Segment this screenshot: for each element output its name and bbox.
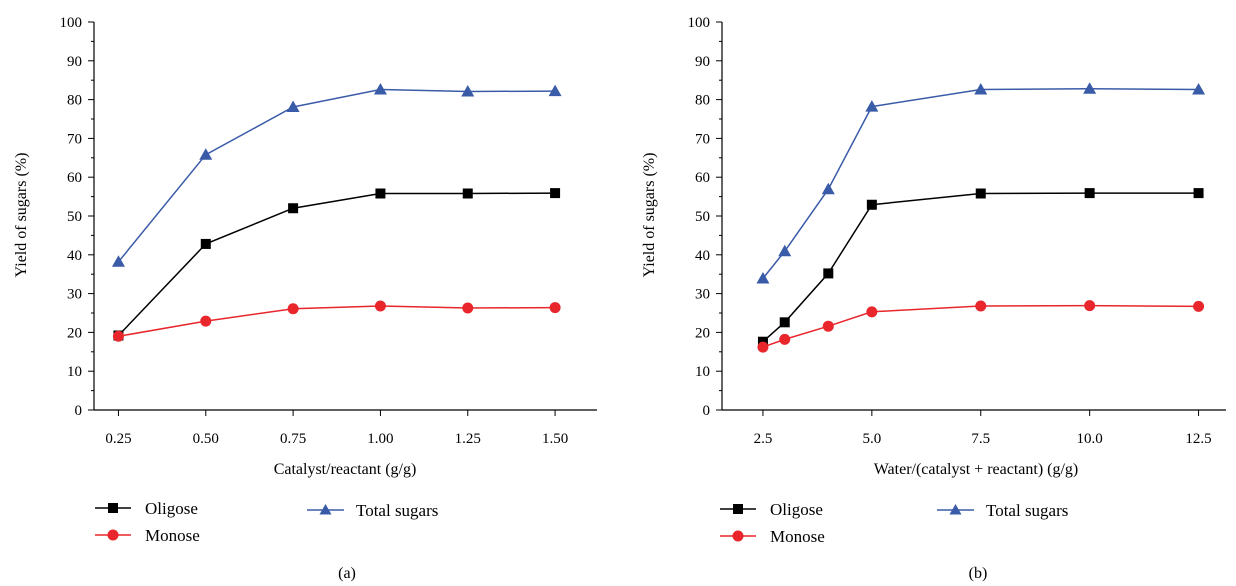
data-point-total-sugars (974, 83, 988, 95)
x-tick-label: 7.5 (971, 431, 990, 447)
series-line-monose (118, 305, 556, 338)
y-tick-label: 90 (67, 54, 82, 70)
y-tick-label: 10 (695, 364, 710, 380)
data-point-total-sugars (778, 244, 792, 257)
data-point-oligose (779, 317, 790, 328)
y-tick-label: 60 (695, 170, 710, 186)
y-tick-label: 80 (67, 93, 82, 109)
x-axis-label: Water/(catalyst + reactant) (g/g) (874, 461, 1079, 478)
y-tick-label: 50 (67, 209, 82, 225)
x-tick-label: 0.75 (280, 431, 306, 447)
data-point-total-sugars (865, 100, 879, 112)
series-line-oligose (762, 192, 1199, 343)
data-point-total-sugars (821, 182, 835, 195)
data-point-oligose (823, 268, 834, 279)
x-tick-label: 5.0 (862, 431, 881, 447)
y-tick-label: 60 (67, 170, 82, 186)
legend-label: Monose (770, 527, 825, 546)
x-tick-label: 0.50 (193, 431, 219, 447)
y-tick-label: 80 (695, 93, 710, 109)
data-point-monose (779, 333, 791, 345)
legend-item-oligose: Oligose (95, 499, 198, 518)
data-point-monose (287, 303, 299, 315)
data-point-oligose (288, 203, 299, 214)
series-line-total-sugars (117, 88, 556, 263)
y-tick-label: 50 (695, 209, 710, 225)
y-tick-label: 0 (703, 403, 711, 419)
data-point-oligose (975, 188, 986, 199)
data-point-total-sugars (1083, 82, 1097, 94)
data-point-oligose (550, 188, 561, 199)
x-tick-label: 1.25 (455, 431, 481, 447)
series-line-oligose (117, 192, 556, 337)
data-point-monose (975, 300, 987, 312)
data-point-total-sugars (199, 148, 213, 160)
data-point-monose (1193, 300, 1205, 312)
x-tick-label: 2.5 (754, 431, 773, 447)
legend-label: Monose (145, 526, 200, 545)
x-tick-label: 10.0 (1077, 431, 1103, 447)
y-axis-label: Yield of sugars (%) (13, 153, 30, 278)
y-tick-label: 40 (695, 248, 710, 264)
data-point-monose (822, 320, 834, 332)
x-tick-label: 1.00 (367, 431, 393, 447)
data-point-oligose (462, 188, 473, 199)
y-tick-label: 100 (60, 15, 83, 31)
data-point-total-sugars (461, 84, 475, 97)
y-tick-label: 30 (67, 287, 82, 303)
plot-area: 0 10 20 30 40 50 60 70 80 90 100 2.5 5.0 7.5 10.0 12.5 (688, 15, 1226, 447)
y-tick-label: 40 (67, 248, 82, 264)
panel-label: (b) (969, 565, 988, 582)
data-point-monose (200, 315, 212, 327)
legend-item-monose: Monose (95, 526, 200, 545)
x-axis-label: Catalyst/reactant (g/g) (274, 461, 417, 478)
y-tick-label: 10 (67, 364, 82, 380)
legend-item-oligose: Oligose (720, 500, 823, 519)
x-tick-label: 1.50 (542, 431, 568, 447)
data-point-oligose (375, 188, 386, 199)
data-point-oligose (1084, 188, 1095, 199)
data-point-monose (112, 330, 124, 342)
data-point-monose (1084, 300, 1096, 312)
legend-label: Total sugars (356, 501, 438, 520)
legend-item-total-sugars: Total sugars (937, 501, 1068, 520)
data-point-monose (549, 302, 561, 314)
data-point-oligose (1193, 188, 1204, 199)
y-tick-label: 20 (67, 325, 82, 341)
data-point-monose (757, 341, 769, 353)
data-point-total-sugars (286, 100, 300, 112)
data-point-total-sugars (373, 83, 387, 95)
data-point-monose (374, 300, 386, 312)
legend-label: Oligose (770, 500, 823, 519)
legend: Oligose Monose Total sugars (720, 500, 1068, 546)
y-tick-label: 70 (67, 131, 82, 147)
legend-label: Oligose (145, 499, 198, 518)
chart-panel-b: Yield of sugars (%) Water/(catalyst + re… (641, 15, 1226, 582)
legend-item-monose: Monose (720, 527, 825, 546)
x-tick-label: 0.25 (105, 431, 131, 447)
data-point-total-sugars (548, 84, 562, 97)
chart-panel-a: Yield of sugars (%) Catalyst/reactant (g… (13, 15, 597, 582)
y-axis-label: Yield of sugars (%) (641, 153, 658, 278)
x-tick-label: 12.5 (1185, 431, 1211, 447)
y-tick-label: 0 (75, 403, 83, 419)
data-point-oligose (200, 238, 211, 249)
data-point-total-sugars (756, 271, 770, 284)
plot-area: 0 10 20 30 40 50 60 70 80 90 100 0.25 0.50 0.75 1.00 1.… (60, 15, 597, 447)
panel-label: (a) (338, 565, 356, 582)
data-point-total-sugars (1192, 83, 1206, 95)
legend: Oligose Monose Total sugars (95, 499, 438, 545)
data-point-monose (462, 302, 474, 314)
data-point-total-sugars (111, 255, 125, 267)
data-point-oligose (866, 199, 877, 210)
y-tick-label: 30 (695, 287, 710, 303)
legend-item-total-sugars: Total sugars (307, 501, 438, 520)
legend-label: Total sugars (986, 501, 1068, 520)
y-tick-label: 70 (695, 131, 710, 147)
y-tick-label: 100 (688, 15, 711, 31)
y-tick-label: 20 (695, 325, 710, 341)
y-tick-label: 90 (695, 54, 710, 70)
data-point-monose (866, 306, 878, 318)
